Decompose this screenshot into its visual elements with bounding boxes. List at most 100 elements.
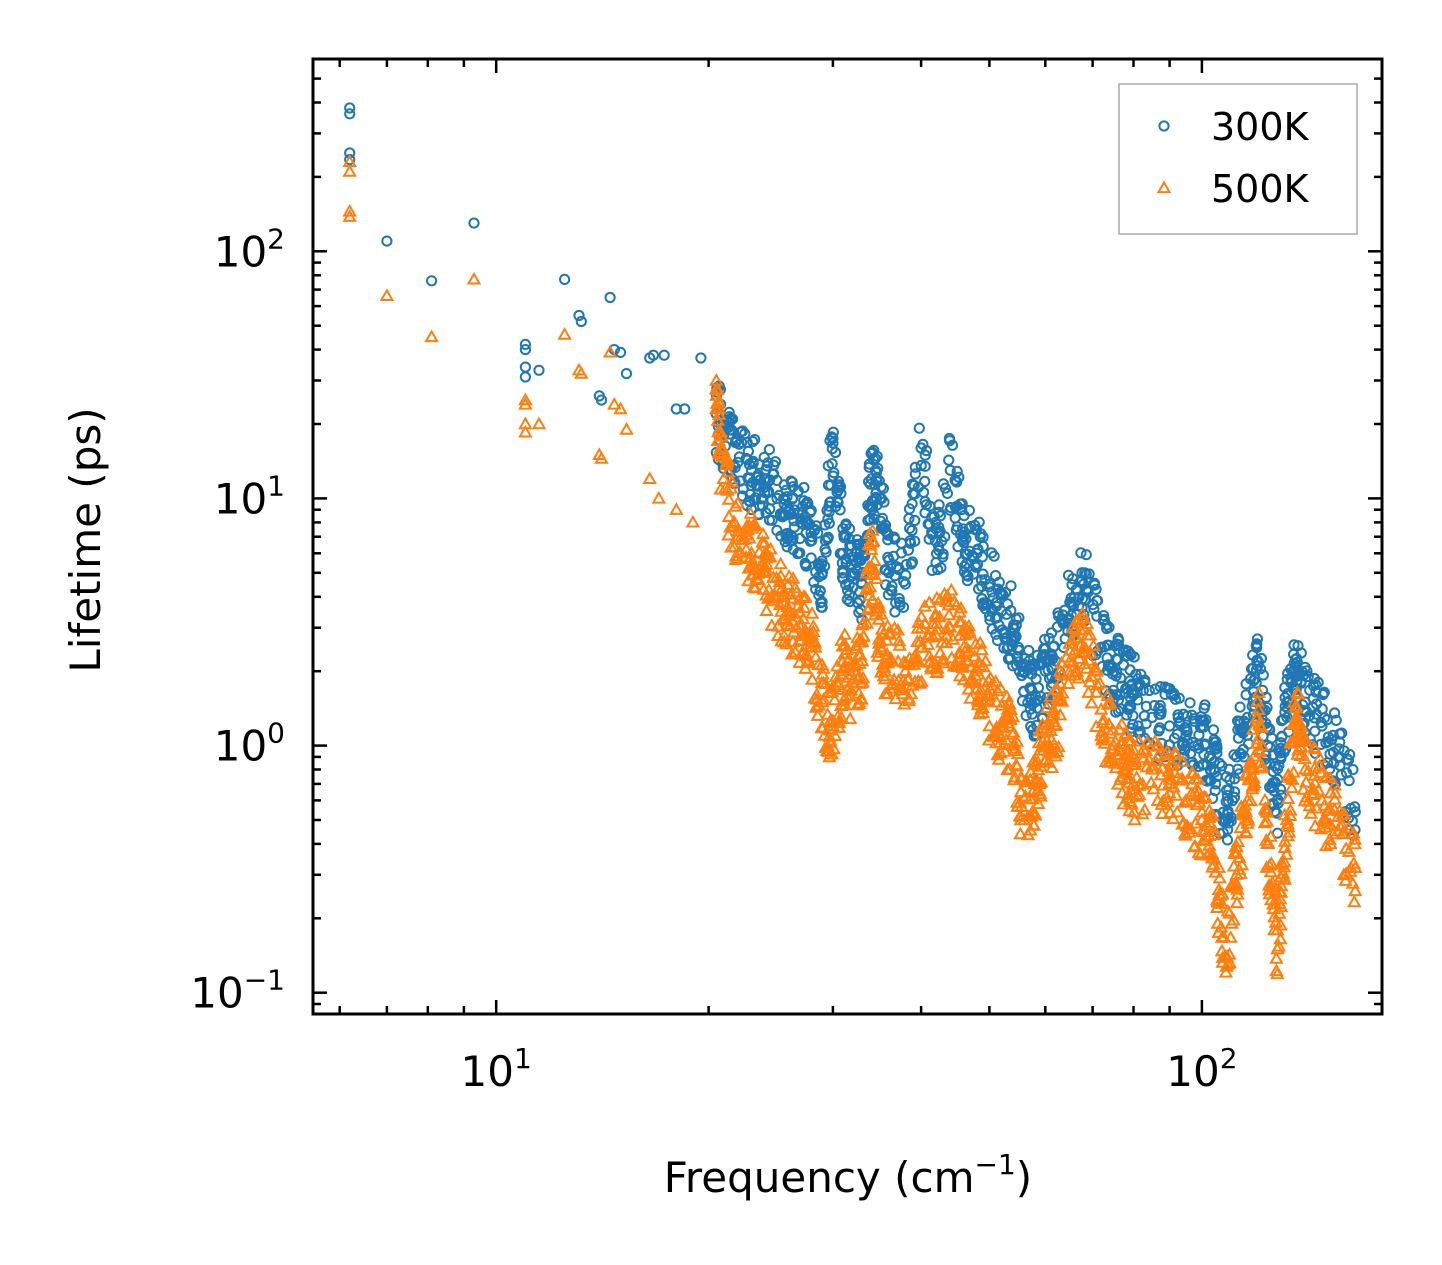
data-point (1180, 818, 1195, 832)
data-point (1119, 771, 1135, 784)
data-point (1087, 599, 1099, 611)
data-point (1119, 727, 1134, 740)
x-tick-label: 102 (1166, 1042, 1237, 1096)
data-point (1310, 679, 1322, 691)
data-point (956, 672, 972, 686)
data-point (1020, 827, 1036, 841)
data-point (1218, 964, 1234, 978)
data-point (1297, 761, 1313, 775)
data-point (573, 309, 585, 322)
data-point (1211, 860, 1227, 873)
data-point (1094, 724, 1110, 737)
data-point (1291, 721, 1307, 734)
data-point (1224, 877, 1240, 890)
data-point (804, 631, 820, 645)
data-point (1162, 785, 1177, 799)
data-point (1229, 895, 1245, 909)
data-point (974, 642, 989, 656)
data-point (962, 570, 974, 582)
data-point (780, 577, 796, 590)
data-point (1272, 906, 1287, 919)
data-point (1053, 610, 1065, 622)
data-point (857, 550, 869, 562)
data-point (723, 417, 735, 429)
data-point (994, 714, 1009, 728)
data-point (879, 519, 892, 531)
data-point (832, 475, 845, 488)
data-point (1038, 751, 1054, 765)
data-point (932, 592, 948, 606)
data-point (1113, 769, 1129, 783)
data-point (1229, 786, 1241, 798)
data-point (872, 462, 884, 474)
data-point (970, 697, 986, 711)
data-point (1158, 747, 1173, 760)
data-point (1296, 782, 1311, 795)
data-point (1209, 785, 1221, 797)
data-point (519, 344, 532, 356)
data-point (837, 627, 853, 640)
data-point (1220, 903, 1236, 917)
data-point (733, 545, 748, 558)
data-point (1295, 647, 1307, 659)
data-point (759, 603, 774, 616)
data-point (811, 657, 826, 670)
data-point (344, 102, 356, 114)
data-point (822, 460, 834, 472)
data-point (906, 478, 919, 490)
data-point (1321, 803, 1336, 816)
data-point (1126, 804, 1142, 818)
data-point (785, 590, 801, 604)
data-point (1074, 576, 1086, 588)
data-point (909, 514, 921, 527)
data-point (1280, 791, 1296, 804)
data-point (602, 344, 618, 358)
data-point (1164, 720, 1176, 732)
data-point (808, 576, 820, 588)
data-point (795, 513, 807, 525)
data-point (953, 646, 968, 660)
data-point (810, 708, 825, 721)
data-point (901, 691, 917, 704)
data-point (1082, 674, 1098, 688)
data-point (1232, 763, 1244, 775)
data-point (1233, 866, 1248, 879)
data-point (1052, 707, 1068, 721)
data-point (946, 439, 959, 451)
data-point (856, 628, 871, 642)
data-point (1043, 689, 1058, 702)
data-point (1168, 747, 1183, 761)
data-point (695, 352, 707, 364)
data-point (1001, 695, 1016, 708)
data-point (1234, 701, 1246, 713)
data-point (1342, 754, 1355, 766)
data-point (1018, 772, 1034, 786)
data-point (931, 548, 943, 560)
data-point (932, 609, 947, 623)
data-point (798, 481, 810, 494)
data-point (775, 530, 787, 542)
data-point (966, 675, 981, 689)
data-point (747, 436, 759, 448)
legend-box (1118, 83, 1358, 235)
data-point (1211, 747, 1223, 759)
y-tick-label: 101 (214, 469, 285, 523)
data-point (970, 692, 986, 706)
data-point (960, 533, 972, 545)
data-point (1240, 812, 1256, 826)
data-point (1322, 770, 1338, 784)
legend-marker (1158, 120, 1170, 132)
data-point (685, 514, 701, 528)
data-point (669, 502, 684, 515)
data-point (826, 741, 842, 755)
data-point (1259, 814, 1275, 827)
data-point (819, 560, 831, 572)
data-point (827, 728, 843, 742)
data-point (1090, 583, 1102, 596)
data-point (1169, 804, 1185, 818)
data-point (1216, 929, 1232, 943)
data-point (939, 482, 952, 494)
data-point (1079, 661, 1094, 674)
data-point (1202, 844, 1218, 858)
data-point (1088, 660, 1103, 673)
